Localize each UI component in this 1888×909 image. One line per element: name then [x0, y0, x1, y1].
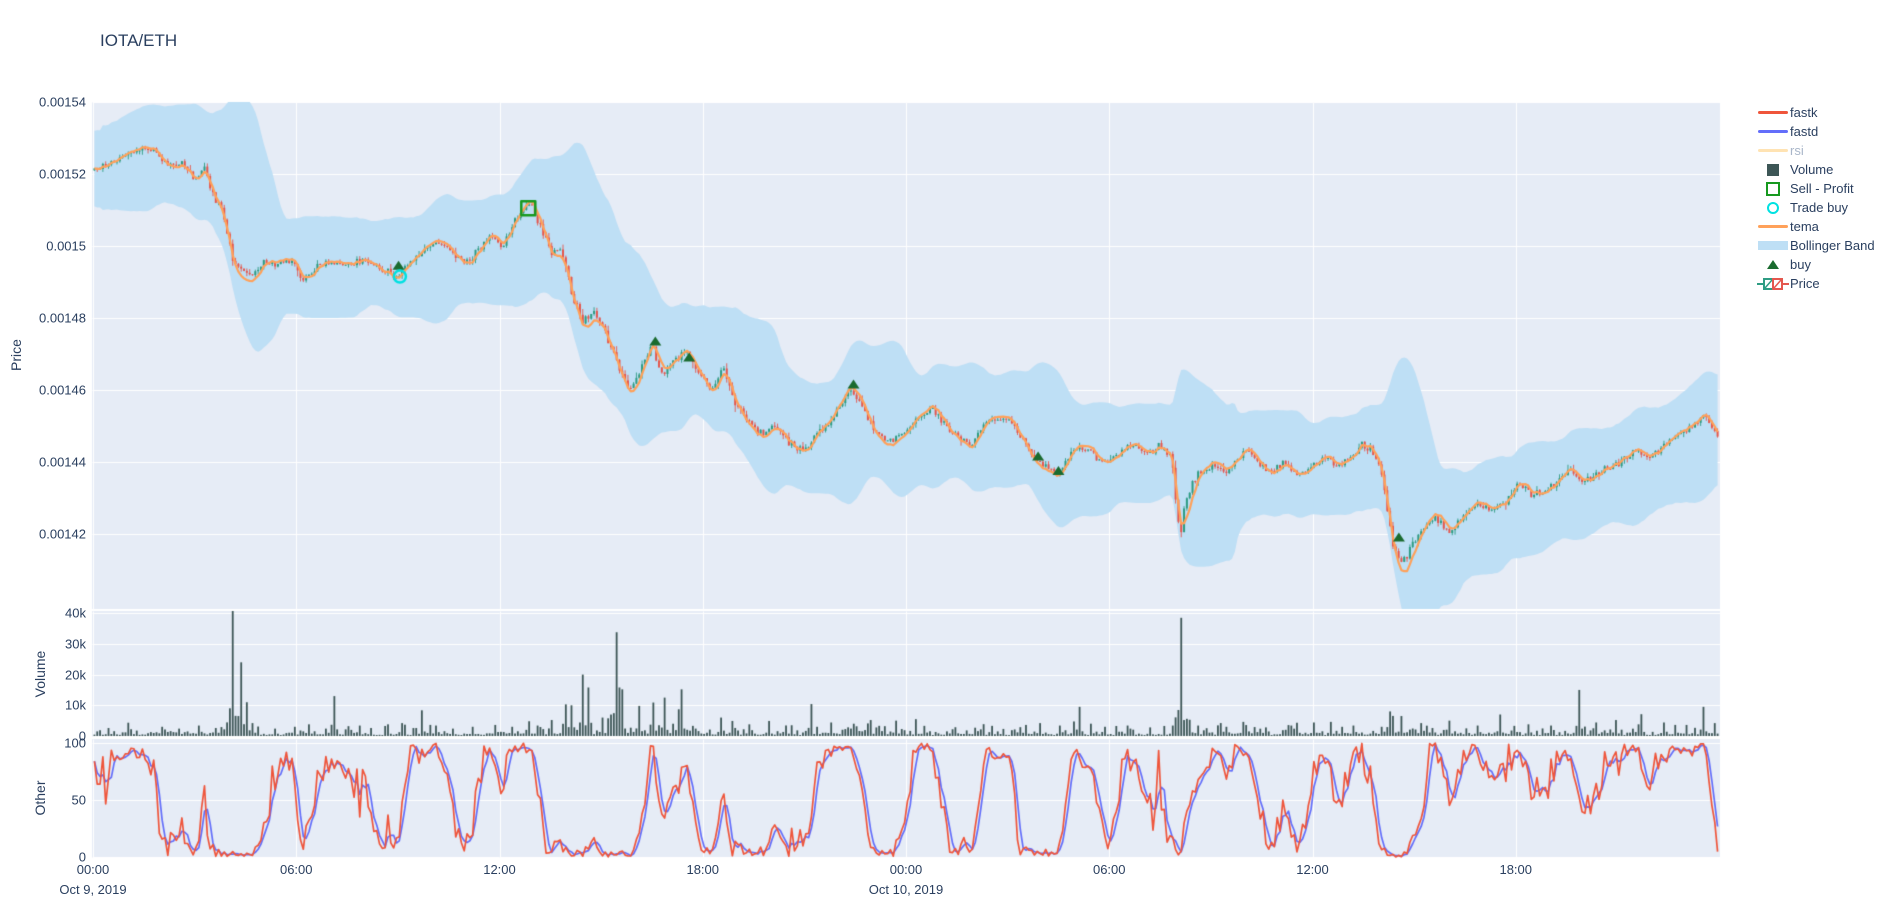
price-legend-icon [1756, 276, 1790, 292]
price-axis-tick: 0.00142 [39, 526, 86, 542]
x-axis-tick: 12:00 [483, 862, 516, 877]
legend-item-tema[interactable]: tema [1756, 217, 1875, 236]
x-axis-tick: 18:00 [1499, 862, 1533, 877]
volume-axis-tick: 40k [65, 605, 86, 621]
price-axis-tick: 0.00154 [39, 94, 86, 110]
legend-item-label: tema [1790, 219, 1819, 234]
legend-item-label: buy [1790, 257, 1811, 272]
legend: fastk fastd rsi Volume Sell - Profit Trade bu… [1756, 103, 1875, 293]
price-axis-tick: 0.00148 [39, 310, 86, 326]
other-axis-title: Other [32, 780, 48, 816]
volume-axis-tick: 20k [65, 667, 86, 683]
legend-item-label: Sell - Profit [1790, 181, 1854, 196]
volume-legend-icon [1756, 163, 1790, 176]
legend-item-price[interactable]: Price [1756, 274, 1875, 293]
buy-legend-icon [1756, 260, 1790, 269]
other-axis-tick: 0 [78, 849, 86, 865]
bollinger-band-legend-icon [1756, 241, 1790, 250]
trade-buy-legend-icon [1756, 201, 1790, 214]
x-axis-tick: 00:00 [889, 862, 923, 877]
legend-item-label: fastd [1790, 124, 1819, 139]
x-axis-date: Oct 10, 2019 [868, 882, 944, 897]
other-axis-tick: 100 [64, 735, 86, 751]
price-axis-tick: 0.00152 [39, 166, 86, 182]
volume-axis-tick: 30k [65, 636, 86, 652]
legend-item-fastk[interactable]: fastk [1756, 103, 1875, 122]
x-axis-tick: 18:00 [686, 862, 720, 877]
x-axis-date: Oct 9, 2019 [59, 882, 127, 897]
fastd-legend-icon [1756, 130, 1790, 133]
legend-item-trade-buy[interactable]: Trade buy [1756, 198, 1875, 217]
legend-item-bollinger-band[interactable]: Bollinger Band [1756, 236, 1875, 255]
x-axis-tick: 06:00 [279, 862, 313, 877]
legend-item-label: Trade buy [1790, 200, 1849, 215]
price-axis-tick: 0.00146 [39, 382, 86, 398]
legend-item-fastd[interactable]: fastd [1756, 122, 1875, 141]
legend-item-label: Volume [1790, 162, 1834, 177]
volume-axis-title: Volume [32, 650, 48, 698]
legend-item-volume[interactable]: Volume [1756, 160, 1875, 179]
sell-profit-legend-icon [1756, 181, 1790, 196]
price-axis-tick: 0.00144 [39, 454, 86, 470]
legend-item-buy[interactable]: buy [1756, 255, 1875, 274]
x-axis-tick: 06:00 [1092, 862, 1126, 877]
price-axis-title: Price [8, 339, 24, 371]
volume-axis-tick: 0 [78, 728, 86, 744]
legend-item-rsi[interactable]: rsi [1756, 141, 1875, 160]
page-title: IOTA/ETH [100, 31, 178, 50]
price-axis-tick: 0.0015 [46, 238, 86, 254]
x-axis-tick: 12:00 [1296, 862, 1329, 877]
x-axis-tick: 00:00 [76, 862, 110, 877]
legend-item-label: rsi [1790, 143, 1804, 158]
volume-axis-tick: 10k [65, 697, 86, 713]
legend-item-label: fastk [1790, 105, 1818, 120]
legend-item-label: Bollinger Band [1790, 238, 1875, 253]
fastk-legend-icon [1756, 111, 1790, 114]
tema-legend-icon [1756, 225, 1790, 228]
rsi-legend-icon [1756, 149, 1790, 152]
legend-item-sell-profit[interactable]: Sell - Profit [1756, 179, 1875, 198]
legend-item-label: Price [1790, 276, 1820, 291]
other-axis-tick: 50 [71, 792, 86, 808]
